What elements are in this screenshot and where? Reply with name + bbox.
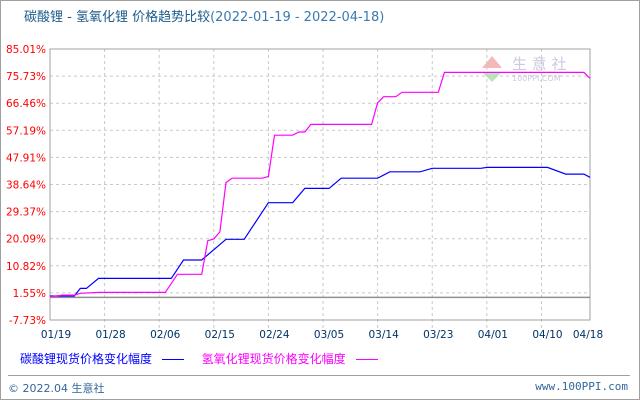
x-tick-label: 04/10 (532, 329, 562, 341)
x-tick-label: 03/14 (369, 329, 400, 341)
x-tick-label: 02/06 (150, 329, 181, 341)
x-tick-label: 01/28 (95, 329, 125, 341)
x-tick-label: 04/01 (478, 329, 508, 341)
y-tick-label: 20.09% (6, 234, 46, 246)
x-tick-label: 02/24 (259, 329, 290, 341)
series-line-1 (49, 71, 591, 298)
chart-title: 碳酸锂 - 氢氧化锂 价格趋势比较(2022-01-19 - 2022-04-1… (24, 6, 384, 25)
date-range: (2022-01-19 - 2022-04-18) (210, 10, 385, 25)
y-tick-label: 29.37% (6, 207, 46, 219)
x-tick-label: 03/23 (423, 329, 453, 341)
svg-text:100PPI.COM: 100PPI.COM (512, 74, 561, 83)
legend: 碳酸锂现货价格变化幅度 氢氧化锂现货价格变化幅度 (20, 350, 378, 367)
legend-label-carbonate: 碳酸锂现货价格变化幅度 (20, 352, 153, 366)
legend-swatch-carbonate (161, 359, 184, 360)
y-tick-label: 47.91% (6, 152, 46, 164)
svg-text:生 意 社: 生 意 社 (512, 55, 567, 73)
plot-border (49, 48, 591, 321)
y-tick-label: -7.73% (9, 315, 46, 327)
y-tick-label: 38.64% (6, 180, 46, 192)
y-tick-label: 85.01% (6, 44, 46, 56)
y-tick-label: 66.46% (6, 98, 46, 110)
title-text: 碳酸锂 - 氢氧化锂 价格趋势比较 (24, 10, 211, 25)
y-tick-label: 10.82% (6, 261, 46, 273)
series-line-0 (50, 166, 591, 297)
x-tick-label: 03/05 (314, 329, 344, 341)
y-tick-label: 75.73% (6, 71, 46, 83)
footer-divider (8, 375, 630, 376)
x-tick-label: 01/19 (41, 329, 71, 341)
x-tick-label: 04/18 (573, 329, 603, 341)
y-tick-label: 1.55% (13, 288, 46, 300)
legend-swatch-hydroxide (355, 359, 378, 360)
x-tick-label: 02/15 (205, 329, 235, 341)
footer-copyright: © 2022.04 生意社 (8, 382, 105, 395)
legend-label-hydroxide: 氢氧化锂现货价格变化幅度 (201, 352, 346, 366)
y-tick-label: 57.19% (6, 125, 46, 137)
footer-site-link[interactable]: www.100PPI.com (535, 380, 628, 393)
